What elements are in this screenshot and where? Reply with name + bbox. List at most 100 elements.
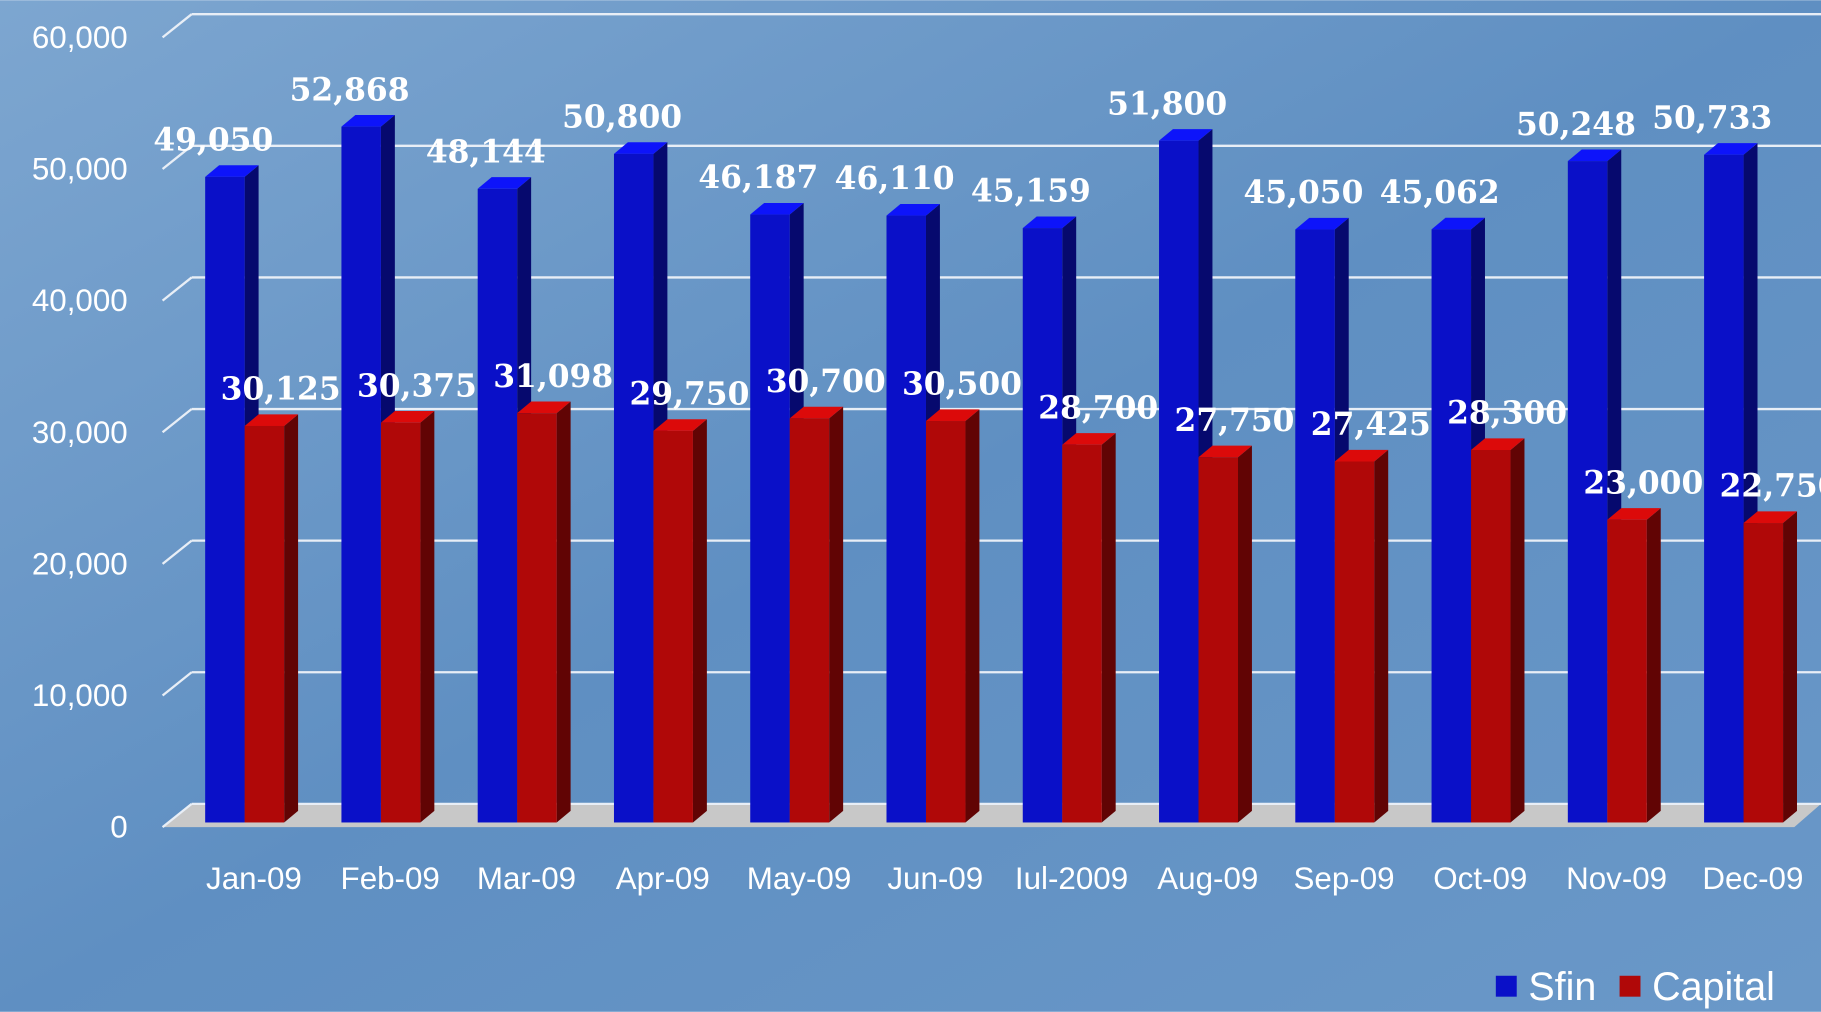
floor xyxy=(162,803,1821,828)
grid-line xyxy=(161,13,193,39)
x-tick-label: Aug-09 xyxy=(1157,861,1258,896)
y-tick-label: 0 xyxy=(110,810,127,845)
y-tick-label: 50,000 xyxy=(32,152,128,187)
value-label: 28,700 xyxy=(1038,390,1158,426)
grid-line xyxy=(161,539,193,565)
x-tick-label: Nov-09 xyxy=(1566,861,1667,896)
value-label: 31,098 xyxy=(493,359,613,395)
bar xyxy=(886,215,926,823)
x-tick-label: Jun-09 xyxy=(887,861,983,896)
bar-top xyxy=(1334,449,1389,462)
bar-top xyxy=(244,414,299,426)
value-label: 28,300 xyxy=(1447,396,1567,432)
bar-top xyxy=(1295,217,1349,230)
legend-swatch xyxy=(1619,975,1641,997)
bar xyxy=(653,430,693,823)
value-label: 49,050 xyxy=(153,123,273,159)
value-label: 22,750 xyxy=(1720,469,1821,505)
x-tick-label: Mar-09 xyxy=(477,861,576,896)
bar-side xyxy=(1374,449,1389,823)
x-tick-label: Dec-09 xyxy=(1702,861,1803,896)
value-label: 29,750 xyxy=(629,377,749,413)
value-label: 50,733 xyxy=(1652,100,1772,136)
value-label: 23,000 xyxy=(1583,465,1703,501)
bar-side xyxy=(1238,445,1252,823)
grid-line xyxy=(161,802,193,829)
bar-side xyxy=(1646,508,1661,823)
bar-side xyxy=(1783,511,1797,823)
bar-top xyxy=(1567,149,1622,162)
bar-top xyxy=(341,115,395,127)
y-tick-label: 20,000 xyxy=(32,546,128,581)
bar-top xyxy=(750,202,804,215)
bar-top xyxy=(1022,216,1077,229)
bar xyxy=(477,188,518,823)
grid-line xyxy=(161,144,193,170)
bar-side xyxy=(420,411,435,823)
value-label: 52,868 xyxy=(290,72,410,108)
x-tick-label: Apr-09 xyxy=(616,861,710,896)
bar-side xyxy=(1101,433,1116,823)
x-tick-label: May-09 xyxy=(747,861,852,896)
y-tick-label: 60,000 xyxy=(32,20,128,55)
bar xyxy=(205,176,245,823)
grid-line xyxy=(161,276,193,302)
bar xyxy=(1159,140,1199,823)
bar-top xyxy=(886,203,940,216)
grid-line xyxy=(161,671,193,697)
bar-top xyxy=(789,406,844,419)
bar-top xyxy=(1062,433,1116,445)
bar-top xyxy=(517,401,571,414)
bar-top xyxy=(205,165,259,177)
y-tick-label: 40,000 xyxy=(32,283,128,318)
bar-top xyxy=(1159,129,1213,141)
bar-top xyxy=(1704,143,1758,155)
value-label: 45,062 xyxy=(1380,175,1500,211)
bar xyxy=(341,126,381,823)
value-label: 27,750 xyxy=(1175,403,1295,439)
bar-side xyxy=(692,419,707,823)
bar xyxy=(1334,461,1375,823)
grid-line xyxy=(161,408,193,434)
value-label: 50,248 xyxy=(1516,107,1636,143)
bar-side xyxy=(1510,438,1525,823)
x-tick-label: Feb-09 xyxy=(341,861,440,896)
y-tick-label: 10,000 xyxy=(32,678,128,713)
value-label: 30,500 xyxy=(902,367,1022,403)
bar xyxy=(789,418,830,823)
y-tick-label: 30,000 xyxy=(32,415,128,450)
x-tick-label: Jan-09 xyxy=(206,861,302,896)
x-tick-label: Sep-09 xyxy=(1294,861,1395,896)
bar xyxy=(1431,229,1472,823)
value-label: 30,125 xyxy=(221,372,341,408)
bar xyxy=(517,413,557,823)
value-label: 51,800 xyxy=(1107,86,1227,122)
bar xyxy=(1704,154,1744,823)
bar-side xyxy=(284,414,299,823)
bar xyxy=(244,425,285,823)
bar-top xyxy=(1431,217,1485,230)
bar-top xyxy=(613,142,668,154)
bar xyxy=(925,421,966,823)
bar-top xyxy=(1743,511,1797,524)
value-label: 45,159 xyxy=(971,174,1091,210)
bar xyxy=(613,153,654,823)
bar-top xyxy=(1471,438,1525,450)
bar xyxy=(1471,449,1511,823)
bar xyxy=(380,422,421,823)
legend-label: Sfin xyxy=(1528,965,1596,1009)
bar-side xyxy=(829,406,844,823)
bar xyxy=(1743,523,1784,823)
x-tick-label: Oct-09 xyxy=(1433,861,1527,896)
bar-top xyxy=(925,409,980,422)
value-label: 45,050 xyxy=(1243,175,1363,211)
value-label: 50,800 xyxy=(562,99,682,135)
bar xyxy=(1022,228,1063,823)
value-label: 46,187 xyxy=(698,160,818,196)
legend-label: Capital xyxy=(1652,965,1775,1009)
bar-top xyxy=(653,419,707,431)
bar xyxy=(1062,444,1102,823)
bar xyxy=(750,214,790,823)
bar-top xyxy=(477,177,532,189)
